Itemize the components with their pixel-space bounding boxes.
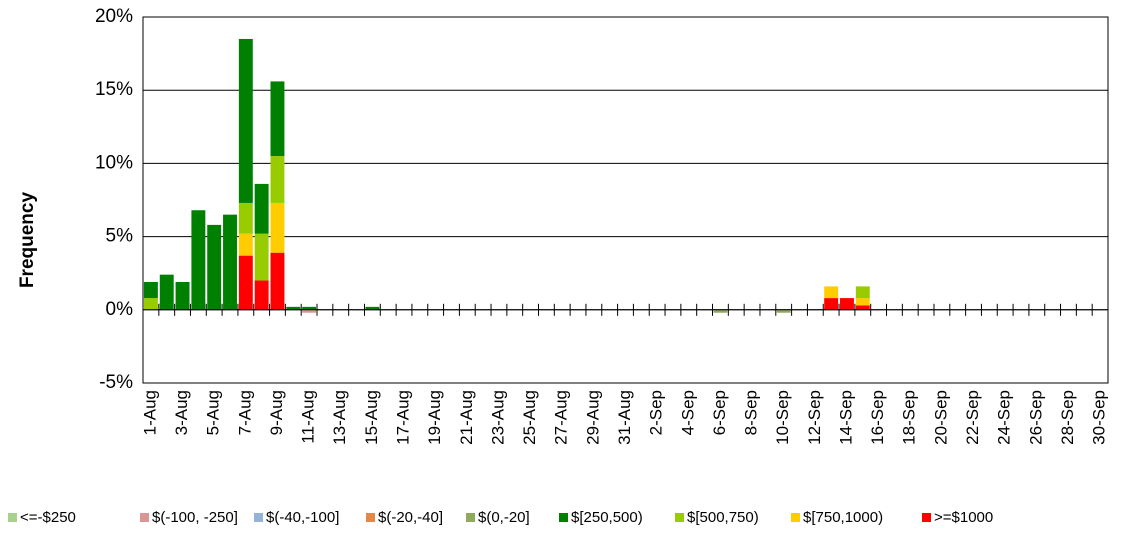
x-tick-label: 15-Aug (362, 390, 381, 445)
x-tick-label: 10-Sep (773, 390, 792, 445)
x-tick-label: 21-Aug (457, 390, 476, 445)
bar-segment (159, 274, 174, 310)
x-tick-label: 2-Sep (647, 390, 666, 435)
x-tick-label: 13-Aug (330, 390, 349, 445)
x-tick-label: 7-Aug (235, 390, 254, 435)
legend-label: $(-40,-100] (266, 509, 339, 526)
bar-segment (270, 202, 285, 253)
x-tick-label: 29-Aug (583, 390, 602, 445)
x-tick-label: 16-Sep (868, 390, 887, 445)
x-tick-label: 24-Sep (995, 390, 1014, 445)
y-tick-label: 15% (95, 79, 133, 100)
bar-segment (254, 183, 269, 234)
bar-segment (824, 298, 839, 310)
legend-swatch (559, 513, 568, 522)
plot-area (142, 16, 1109, 384)
x-tick-label: 3-Aug (172, 390, 191, 435)
y-tick-label: 5% (106, 226, 134, 247)
x-tick-label: 17-Aug (394, 390, 413, 445)
legend-swatch (922, 513, 931, 522)
y-axis-label: Frequency (17, 192, 38, 289)
bar-segment (143, 298, 158, 310)
x-tick-label: 22-Sep (963, 390, 982, 445)
legend-swatch (254, 513, 263, 522)
bar-segment (254, 280, 269, 310)
x-tick-label: 12-Sep (805, 390, 824, 445)
legend-label: $[750,1000) (803, 509, 883, 526)
x-tick-label: 31-Aug (615, 390, 634, 445)
x-tick-label: 18-Sep (900, 390, 919, 445)
bar-segment (302, 306, 317, 310)
bar-segment (776, 309, 791, 313)
bar-segment (238, 233, 253, 256)
bar-segment (365, 306, 380, 310)
bar-segment (238, 255, 253, 310)
bar-segment (855, 305, 870, 310)
bar-segment (238, 202, 253, 234)
legend-swatch (675, 513, 684, 522)
legend-label: <=-$250 (20, 509, 76, 526)
x-tick-label: 19-Aug (425, 390, 444, 445)
bar-segment (855, 298, 870, 306)
x-tick-label: 1-Aug (140, 390, 159, 435)
x-tick-label: 8-Sep (742, 390, 761, 435)
legend-swatch (140, 513, 149, 522)
x-tick-label: 14-Sep (836, 390, 855, 445)
legend-label: $(-100, -250] (152, 509, 238, 526)
bar-segment (270, 81, 285, 157)
x-tick-label: 27-Aug (552, 390, 571, 445)
bar-segment (254, 233, 269, 281)
x-tick-label: 6-Sep (710, 390, 729, 435)
x-tick-label: 20-Sep (931, 390, 950, 445)
y-tick-label: 0% (106, 299, 134, 320)
x-tick-label: 11-Aug (299, 390, 318, 444)
bar-segment (223, 214, 237, 310)
legend-label: $[500,750) (687, 509, 759, 526)
bar-segment (855, 286, 870, 299)
x-tick-label: 25-Aug (520, 390, 539, 445)
bar-segment (175, 281, 190, 310)
legend-swatch (366, 513, 375, 522)
bar-segment (286, 306, 301, 310)
legend-swatch (791, 513, 800, 522)
bar-segment (238, 38, 253, 203)
y-tick-label: 10% (95, 152, 133, 173)
bar-segment (207, 224, 222, 310)
x-tick-label: 4-Sep (678, 390, 697, 435)
bar-segment (270, 156, 285, 203)
bar-segment (302, 309, 317, 313)
x-tick-label: 26-Sep (1026, 390, 1045, 445)
legend-label: $[250,500) (571, 509, 643, 526)
legend-swatch (466, 513, 475, 522)
y-tick-label: 20% (95, 6, 133, 27)
x-tick-label: 5-Aug (204, 390, 223, 435)
bar-segment (191, 210, 206, 310)
legend-label: $(-20,-40] (378, 509, 443, 526)
y-tick-label: -5% (99, 372, 133, 393)
bar-segment (840, 298, 854, 310)
bar-segment (713, 309, 728, 313)
x-tick-label: 9-Aug (267, 390, 286, 435)
bar-segment (824, 286, 839, 299)
x-tick-label: 23-Aug (488, 390, 507, 445)
legend-swatch (8, 513, 17, 522)
bar-segment (270, 252, 285, 310)
bar-segment (143, 281, 158, 299)
legend-label: $(0,-20] (478, 509, 530, 526)
legend-label: >=$1000 (934, 509, 993, 526)
x-tick-label: 30-Sep (1090, 390, 1109, 445)
x-tick-label: 28-Sep (1058, 390, 1077, 445)
